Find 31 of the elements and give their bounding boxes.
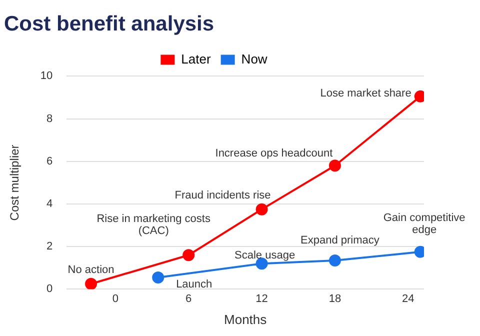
legend-label: Later — [181, 51, 212, 66]
y-tick-label: 10 — [40, 70, 53, 82]
annotation: No action — [68, 264, 114, 276]
point — [85, 278, 98, 290]
y-tick-label: 2 — [46, 240, 53, 253]
annotation: Rise in marketing costs (CAC) — [96, 213, 211, 238]
annotation: Lose market share — [320, 87, 412, 100]
y-axis-title: Cost multiplier — [8, 144, 22, 221]
annotation: Gain competitive edge — [383, 212, 466, 236]
point — [328, 160, 341, 172]
y-tick-label: 0 — [46, 283, 53, 296]
x-axis-title: Months — [224, 312, 268, 327]
x-tick-label: 6 — [186, 292, 192, 305]
x-tick-label: 18 — [328, 292, 342, 305]
legend-label: Now — [241, 51, 268, 66]
y-tick-label: 8 — [46, 112, 53, 125]
x-tick-label: 12 — [256, 292, 268, 305]
annotation: Scale usage — [234, 250, 296, 262]
annotation: Fraud incidents rise — [174, 189, 271, 202]
y-tick-label: 6 — [46, 155, 53, 168]
x-tick-label: 0 — [112, 292, 118, 305]
point — [152, 271, 164, 284]
annotation: Increase ops headcount — [215, 148, 333, 160]
annotation: Launch — [176, 278, 212, 291]
point — [182, 249, 195, 262]
chart-title: Cost benefit analysis — [4, 12, 214, 36]
point — [256, 203, 268, 216]
annotation: Expand primacy — [300, 234, 380, 246]
point — [328, 254, 341, 266]
x-tick-label: 24 — [402, 292, 414, 305]
y-tick-label: 4 — [46, 198, 53, 210]
